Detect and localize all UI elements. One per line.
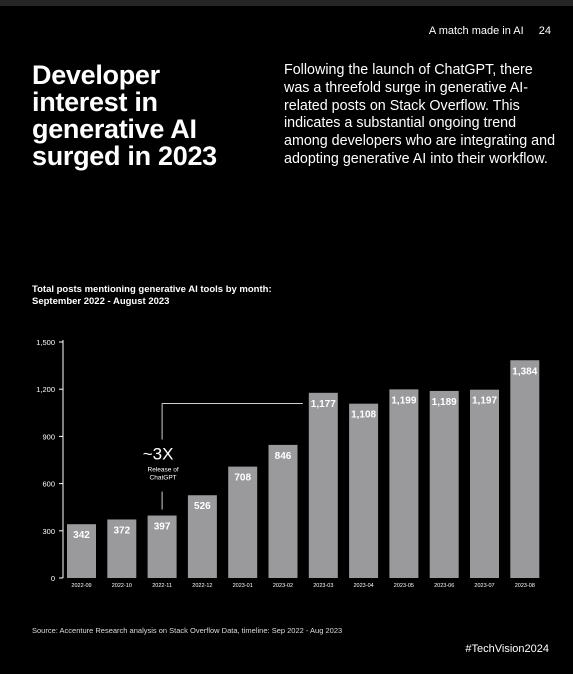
y-tick-label: 1,200 — [36, 385, 55, 394]
x-tick-label: 2022-12 — [192, 583, 212, 589]
bar — [107, 519, 137, 578]
annotation-subtext-line2: ChatGPT — [150, 475, 177, 482]
page-headline: Developer interest in generative AI surg… — [32, 60, 217, 171]
bar-value-label: 1,189 — [432, 397, 457, 408]
bar — [349, 403, 379, 578]
bar — [67, 524, 96, 578]
bar-value-label: 397 — [154, 522, 171, 533]
x-tick-label: 2022-10 — [112, 583, 132, 589]
x-tick-label: 2023-05 — [394, 583, 414, 589]
bar-value-label: 1,199 — [391, 395, 416, 406]
top-bar — [0, 0, 573, 6]
bar-value-label: 1,108 — [351, 410, 376, 421]
x-tick-label: 2022-09 — [71, 583, 91, 589]
x-tick-label: 2022-11 — [152, 583, 172, 589]
bar — [147, 515, 177, 578]
bar — [187, 495, 217, 578]
bar — [429, 390, 459, 578]
bar — [228, 466, 258, 578]
x-tick-label: 2023-06 — [434, 583, 454, 589]
x-tick-label: 2023-03 — [313, 583, 333, 589]
chart-title: Total posts mentioning generative AI too… — [32, 284, 272, 307]
annotation-multiplier: ~3X — [143, 445, 174, 464]
bar-value-label: 846 — [275, 451, 292, 462]
bar-value-label: 708 — [234, 473, 251, 484]
bar — [268, 444, 298, 578]
bar — [308, 392, 338, 578]
page-number: 24 — [538, 25, 551, 37]
source-note: Source: Accenture Research analysis on S… — [32, 626, 343, 635]
bar — [510, 360, 540, 578]
y-tick-label: 600 — [42, 480, 55, 489]
x-tick-label: 2023-01 — [233, 583, 253, 589]
bar — [389, 389, 419, 578]
bar-value-label: 1,177 — [311, 399, 336, 410]
x-tick-label: 2023-08 — [515, 583, 535, 589]
x-tick-label: 2023-04 — [354, 583, 374, 589]
y-tick-label: 300 — [42, 527, 55, 536]
y-tick-label: 0 — [51, 574, 55, 583]
x-tick-label: 2023-07 — [474, 583, 494, 589]
bar — [470, 389, 499, 578]
bar-value-label: 342 — [73, 530, 90, 541]
y-tick-label: 900 — [42, 432, 55, 441]
intro-paragraph: Following the launch of ChatGPT, there w… — [284, 62, 556, 167]
hashtag: #TechVision2024 — [465, 643, 549, 655]
section-title: A match made in AI — [428, 25, 524, 37]
y-tick-label: 1,500 — [36, 338, 55, 347]
bar-value-label: 1,384 — [512, 366, 537, 377]
annotation-subtext-line1: Release of — [148, 467, 179, 474]
bar-value-label: 372 — [113, 525, 130, 536]
bar-value-label: 1,197 — [472, 396, 497, 407]
page-header: A match made in AI 24 — [429, 25, 551, 37]
bar-chart: 0 300 600 900 1,200 1,500 ~3X Release ofChatGPT… — [36, 338, 540, 589]
bar-value-label: 526 — [194, 501, 211, 512]
x-tick-label: 2023-02 — [273, 583, 293, 589]
